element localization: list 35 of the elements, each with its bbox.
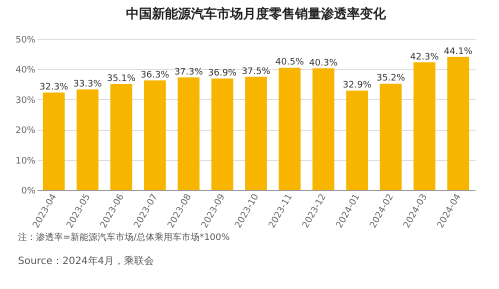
data-label: 37.3% — [174, 67, 204, 78]
bar — [312, 68, 334, 190]
data-label: 35.2% — [376, 74, 406, 84]
y-tick-label: 50% — [15, 36, 36, 46]
bar — [447, 56, 470, 190]
data-label: 40.5% — [275, 58, 304, 68]
data-label: 40.3% — [309, 58, 338, 68]
data-label: 32.9% — [342, 80, 372, 91]
bar — [414, 62, 436, 190]
bar — [380, 84, 402, 190]
data-label: 33.3% — [73, 79, 102, 90]
bar — [76, 89, 98, 190]
data-label: 44.1% — [444, 46, 473, 57]
data-label: 42.3% — [410, 52, 440, 62]
data-label: 36.9% — [208, 68, 238, 79]
y-tick-label: 0% — [21, 186, 36, 196]
bar — [110, 84, 132, 190]
bar — [144, 80, 166, 190]
data-label: 37.5% — [242, 66, 271, 77]
bar — [278, 68, 301, 190]
text: 注：渗透率=新能源汽车市场/总体乘用车市场*100% — [18, 232, 231, 245]
source-note: Source：2024年4月，乘联会 — [18, 255, 156, 268]
y-tick-label: 40% — [15, 66, 36, 76]
y-tick-label: 20% — [15, 126, 36, 136]
bar — [346, 90, 368, 190]
data-label: 36.3% — [140, 70, 170, 80]
bar — [178, 77, 200, 190]
bar — [211, 78, 234, 190]
data-label: 32.3% — [40, 82, 69, 92]
y-tick-label: 10% — [15, 156, 36, 166]
bar — [42, 92, 65, 190]
data-label: 35.1% — [106, 74, 136, 84]
bar — [245, 76, 267, 190]
chart-title: 中国新能源汽车市场月度零售销量渗透率变化 — [126, 6, 387, 22]
y-tick-label: 30% — [15, 96, 36, 106]
